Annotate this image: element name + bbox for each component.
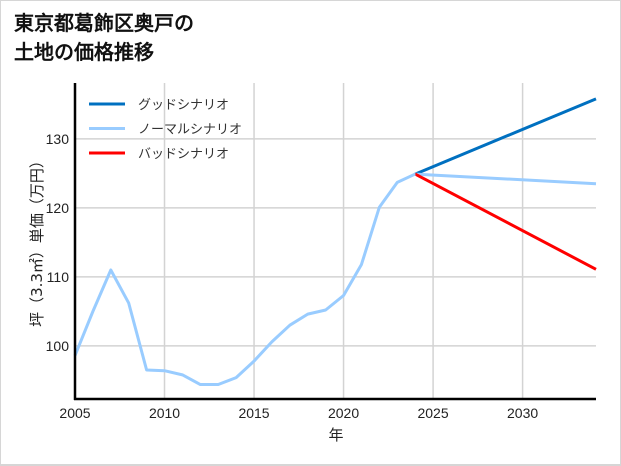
x-tick-label: 2005 [59, 405, 90, 421]
chart-title-line-1: 東京都葛飾区奥戸の [14, 11, 194, 35]
x-axis-label: 年 [328, 426, 343, 444]
y-tick-label: 130 [46, 131, 70, 147]
series-line-2 [414, 172, 597, 271]
x-tick-label: 2015 [238, 405, 269, 421]
y-tick-labels: 100 110 120 130 [46, 131, 70, 354]
legend-item: グッドシナリオ [89, 98, 229, 113]
x-tick-label: 2030 [507, 405, 538, 421]
series-line-0 [414, 97, 597, 176]
chart-title: 東京都葛飾区奥戸の 土地の価格推移 [14, 9, 194, 67]
y-tick-label: 120 [46, 200, 70, 216]
axes [73, 83, 596, 401]
y-axis-label: 坪（3.3㎡）単価（万円） [28, 153, 46, 327]
y-tick-label: 100 [46, 338, 70, 354]
history-line [73, 172, 416, 387]
data-lines [73, 97, 597, 387]
y-tick-label: 110 [47, 269, 70, 285]
x-tick-labels: 2005 2010 2015 2020 2025 2030 [59, 405, 538, 421]
x-tick-label: 2025 [417, 405, 448, 421]
x-tick-label: 2020 [328, 405, 359, 421]
legend-label: グッドシナリオ [138, 98, 229, 113]
series-line-1 [415, 172, 597, 186]
legend-label: ノーマルシナリオ [138, 123, 242, 138]
legend-item: バッドシナリオ [89, 147, 229, 162]
legend-item: ノーマルシナリオ [89, 123, 242, 138]
chart-title-line-2: 土地の価格推移 [14, 40, 154, 64]
x-tick-label: 2010 [149, 405, 180, 421]
legend-label: バッドシナリオ [138, 147, 229, 162]
